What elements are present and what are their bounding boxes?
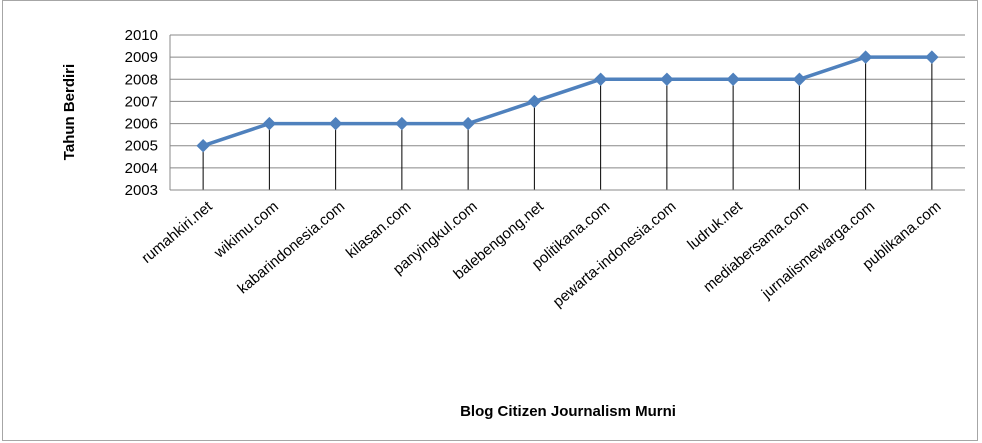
data-point	[792, 72, 807, 86]
x-tick-labels: rumahkiri.netwikimu.comkabarindonesia.co…	[138, 198, 944, 311]
data-point	[925, 50, 939, 64]
series-line	[202, 55, 932, 148]
data-point	[660, 72, 674, 86]
x-tick-label: ludruk.net	[684, 198, 746, 254]
data-point	[527, 94, 542, 109]
axes	[169, 35, 965, 191]
data-point	[726, 72, 740, 86]
grid-lines	[170, 34, 965, 191]
data-point	[395, 116, 409, 131]
data-points	[196, 50, 939, 153]
x-tick-label: rumahkiri.net	[138, 198, 216, 267]
series-path	[202, 55, 932, 148]
y-axis-title: Tahun Berdiri	[61, 64, 78, 160]
y-tick-label: 2009	[125, 49, 158, 66]
data-point	[328, 116, 343, 131]
data-point	[196, 139, 210, 153]
x-tick-label: kabarindonesia.com	[234, 198, 348, 297]
x-tick-label: jurnalismewarga.com	[758, 198, 878, 303]
y-tick-label: 2005	[125, 138, 158, 155]
y-tick-label: 2006	[125, 116, 158, 133]
y-tick-label: 2010	[125, 27, 158, 44]
x-axis-title: Blog Citizen Journalism Murni	[460, 403, 676, 420]
y-tick-label: 2003	[125, 182, 158, 199]
drop-lines	[202, 57, 933, 190]
x-tick-label: pewarta-indonesia.com	[550, 198, 680, 311]
data-point	[858, 50, 873, 64]
y-tick-label: 2004	[125, 160, 158, 177]
y-tick-labels: 2003 2004 2005 2006 2007 2008 2009 2010	[125, 27, 158, 199]
data-point	[262, 116, 277, 131]
y-tick-label: 2008	[125, 71, 158, 88]
y-tick-label: 2007	[125, 93, 158, 110]
data-point	[593, 72, 608, 86]
data-point	[461, 116, 475, 131]
